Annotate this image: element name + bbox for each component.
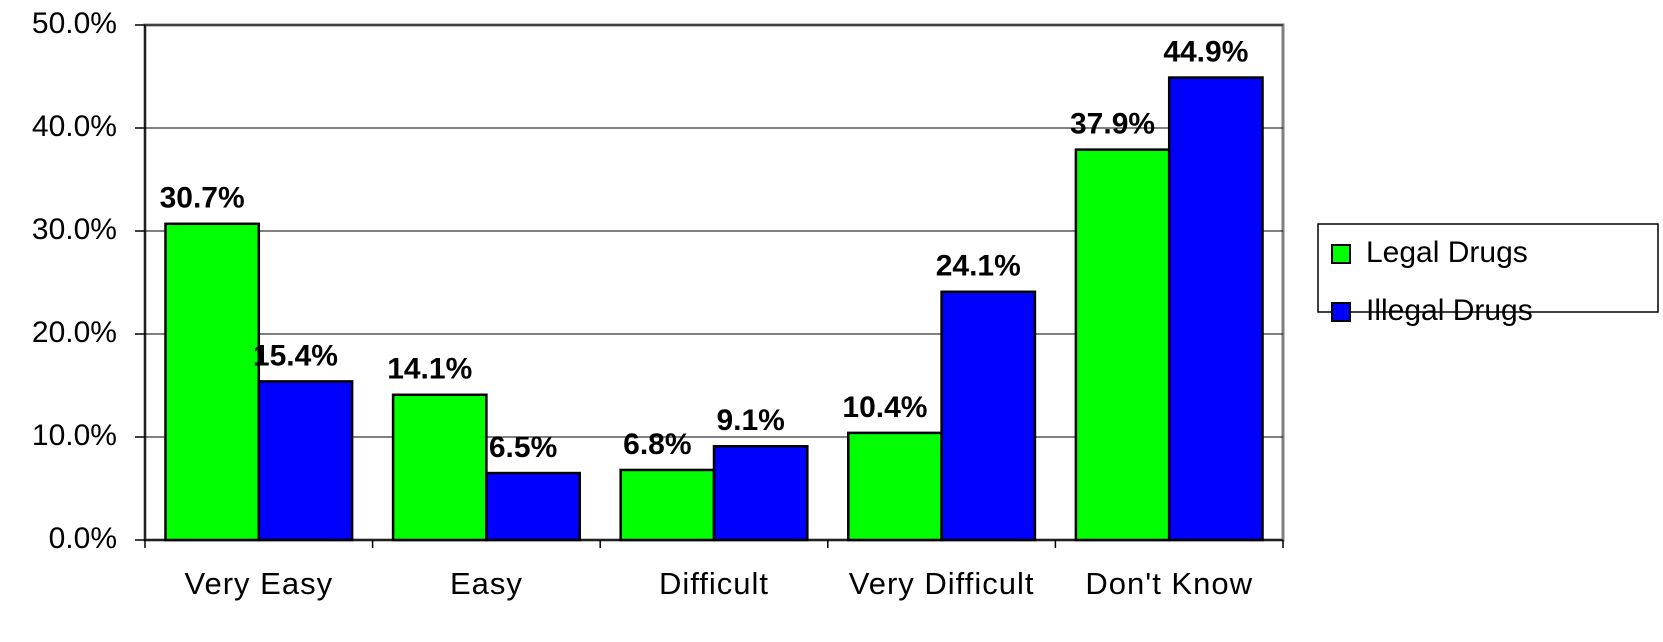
bar (1074, 148, 1171, 542)
x-tick-label: Difficult (659, 566, 769, 601)
value-label: 15.4% (253, 339, 338, 372)
bar (485, 471, 581, 542)
value-label: 6.8% (623, 428, 691, 461)
x-tick-label: Very Easy (185, 566, 334, 601)
bar (847, 431, 943, 542)
value-label: 9.1% (716, 404, 784, 437)
legend-box (1317, 223, 1659, 313)
value-label: 30.7% (160, 182, 245, 215)
bar (164, 222, 261, 542)
bar (712, 445, 809, 542)
legend-swatch (1331, 302, 1351, 322)
legend-label: Legal Drugs (1366, 236, 1528, 269)
value-label: 10.4% (842, 391, 927, 424)
legend-label: Illegal Drugs (1366, 294, 1533, 327)
y-tick-label: 0.0% (49, 522, 117, 555)
bar (1167, 76, 1264, 542)
bar (940, 290, 1037, 542)
bar (619, 468, 716, 542)
bar (257, 380, 354, 542)
x-tick-label: Don't Know (1085, 566, 1253, 601)
value-label: 14.1% (387, 353, 472, 386)
y-tick-label: 40.0% (32, 110, 117, 143)
bar (391, 393, 488, 542)
value-label: 6.5% (489, 431, 557, 464)
legend-swatch (1331, 244, 1351, 264)
value-label: 24.1% (936, 250, 1021, 283)
value-label: 37.9% (1070, 108, 1155, 141)
x-tick-label: Very Difficult (849, 566, 1035, 601)
x-tick-label: Easy (450, 566, 523, 601)
y-tick-label: 20.0% (32, 316, 117, 349)
y-tick-label: 50.0% (32, 7, 117, 40)
y-tick-label: 30.0% (32, 213, 117, 246)
y-tick-label: 10.0% (32, 419, 117, 452)
value-label: 44.9% (1163, 35, 1248, 68)
